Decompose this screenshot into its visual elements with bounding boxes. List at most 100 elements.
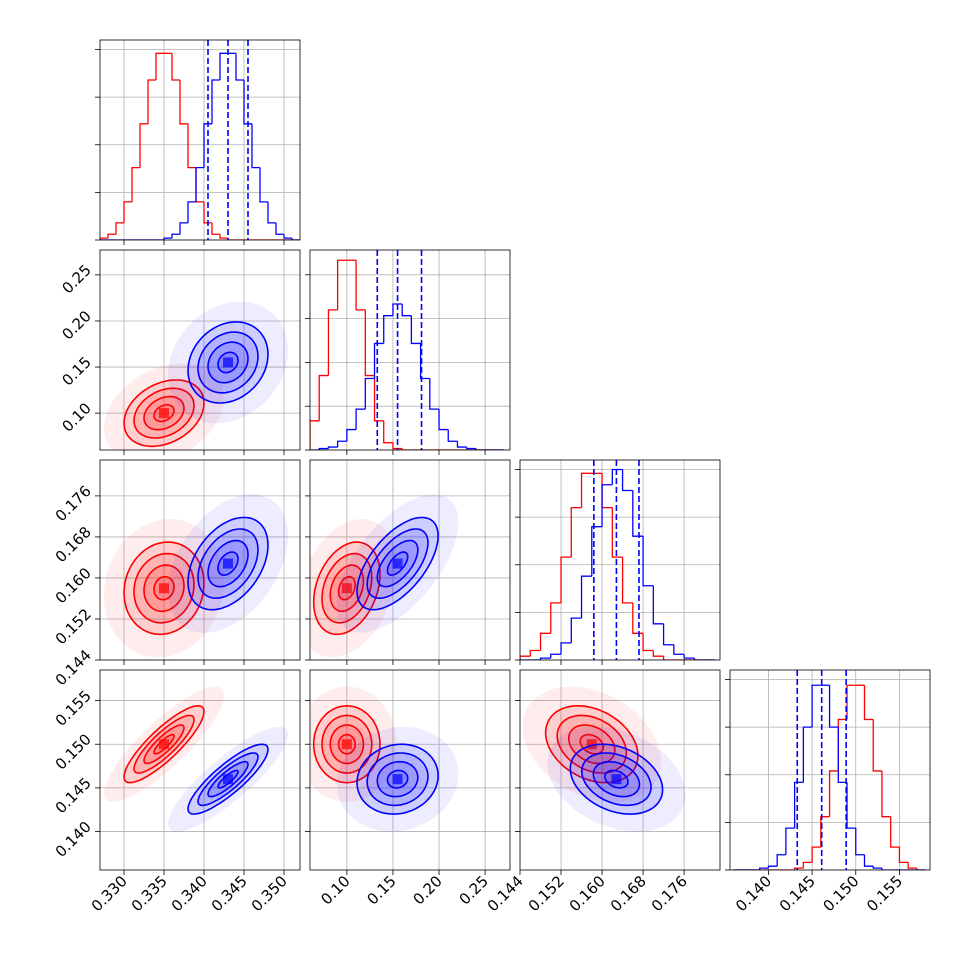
histogram-step bbox=[392, 303, 403, 316]
panel-frame bbox=[99, 459, 301, 661]
histogram-step bbox=[846, 782, 856, 829]
histogram-step bbox=[283, 234, 292, 239]
x-tick-label: 0.150 bbox=[819, 872, 862, 915]
histogram-step bbox=[392, 442, 403, 450]
density-peak bbox=[223, 558, 233, 569]
panel-frame bbox=[99, 39, 301, 241]
histogram-step bbox=[337, 259, 347, 310]
histogram-step bbox=[466, 447, 476, 450]
plot-area bbox=[100, 460, 300, 660]
histogram-step bbox=[802, 861, 813, 869]
histogram-step bbox=[539, 632, 551, 651]
density-peak bbox=[223, 357, 233, 368]
histogram-step bbox=[916, 868, 926, 870]
density-peak bbox=[341, 583, 352, 594]
histogram-step bbox=[163, 237, 172, 240]
x-tick-label: 0.140 bbox=[732, 872, 775, 915]
panel-frame bbox=[729, 669, 931, 871]
x-tick-label: 0.145 bbox=[776, 872, 819, 915]
histogram-step bbox=[662, 623, 674, 646]
panel bbox=[305, 249, 511, 455]
y-tick-label: 0.20 bbox=[58, 307, 94, 343]
histogram-step bbox=[291, 238, 300, 240]
density-peak bbox=[159, 583, 169, 594]
histogram-step bbox=[642, 536, 654, 587]
histogram-step bbox=[275, 222, 284, 235]
histogram-step bbox=[611, 507, 623, 558]
histogram-step bbox=[211, 79, 220, 124]
histogram-step bbox=[767, 865, 778, 869]
y-tick-label: 0.145 bbox=[52, 774, 95, 817]
x-tick-label: 0.10 bbox=[317, 872, 353, 908]
histogram-step bbox=[355, 260, 366, 311]
histogram-step bbox=[318, 374, 329, 421]
histogram-step bbox=[327, 309, 338, 376]
x-tick-label: 0.176 bbox=[648, 872, 691, 915]
panel-frame bbox=[309, 249, 511, 451]
histogram-step bbox=[560, 556, 572, 603]
histogram-step bbox=[211, 222, 220, 235]
plot-area bbox=[520, 460, 720, 660]
panel bbox=[515, 459, 721, 665]
histogram-step bbox=[438, 409, 449, 431]
histogram-step bbox=[195, 167, 204, 203]
histogram-step bbox=[131, 166, 140, 202]
x-tick-label: 0.152 bbox=[525, 872, 568, 915]
panel bbox=[95, 39, 301, 245]
histogram-step bbox=[267, 201, 276, 224]
panel-frame bbox=[519, 459, 721, 661]
histogram-step bbox=[520, 655, 531, 660]
histogram-step bbox=[898, 847, 909, 864]
histogram-step bbox=[652, 650, 664, 657]
panel-frame bbox=[309, 669, 511, 871]
histogram-step bbox=[683, 654, 695, 659]
histogram-step bbox=[529, 649, 541, 657]
histogram-step bbox=[355, 408, 366, 430]
plot-area bbox=[310, 460, 510, 660]
histogram-step bbox=[373, 342, 384, 379]
histogram-step bbox=[890, 816, 900, 848]
x-tick-label: 0.350 bbox=[248, 872, 291, 915]
x-tick-label: 0.160 bbox=[566, 872, 609, 915]
histogram-step bbox=[327, 446, 338, 449]
panel bbox=[305, 459, 511, 665]
x-tick-label: 0.20 bbox=[410, 872, 446, 908]
histogram-step bbox=[243, 80, 252, 125]
histogram-step bbox=[855, 828, 865, 856]
plot-area bbox=[730, 670, 930, 870]
histogram-step bbox=[601, 484, 613, 527]
histogram-step bbox=[828, 770, 839, 817]
histogram-step bbox=[179, 80, 188, 125]
histogram-step bbox=[550, 602, 562, 634]
histogram-step bbox=[373, 375, 384, 422]
x-tick-label: 0.168 bbox=[607, 872, 650, 915]
histogram-step bbox=[759, 867, 769, 870]
histogram-step bbox=[235, 53, 244, 81]
histogram-step bbox=[673, 644, 685, 655]
histogram-step bbox=[447, 429, 458, 442]
histogram-step bbox=[863, 854, 874, 867]
histogram-step bbox=[837, 727, 848, 784]
panel-frame bbox=[99, 249, 301, 451]
histogram-step bbox=[621, 469, 633, 492]
histogram-step bbox=[662, 656, 674, 660]
plot-area bbox=[520, 670, 720, 870]
histogram-step bbox=[100, 237, 108, 240]
histogram-step bbox=[785, 827, 795, 855]
histogram-step bbox=[793, 867, 804, 870]
histogram-step bbox=[456, 441, 467, 448]
panel: 0.100.150.200.25 bbox=[58, 249, 301, 455]
y-tick-label: 0.168 bbox=[52, 523, 95, 566]
histogram-step bbox=[539, 657, 551, 660]
panel: 0.140 0.145 0.150 0.155 bbox=[725, 669, 931, 915]
histogram-step bbox=[820, 816, 830, 848]
x-tick-label: 0.335 bbox=[128, 872, 171, 915]
histogram-step bbox=[179, 222, 188, 235]
histogram-step bbox=[187, 201, 196, 223]
y-tick-label: 0.10 bbox=[58, 399, 94, 435]
histogram-step bbox=[793, 781, 804, 829]
